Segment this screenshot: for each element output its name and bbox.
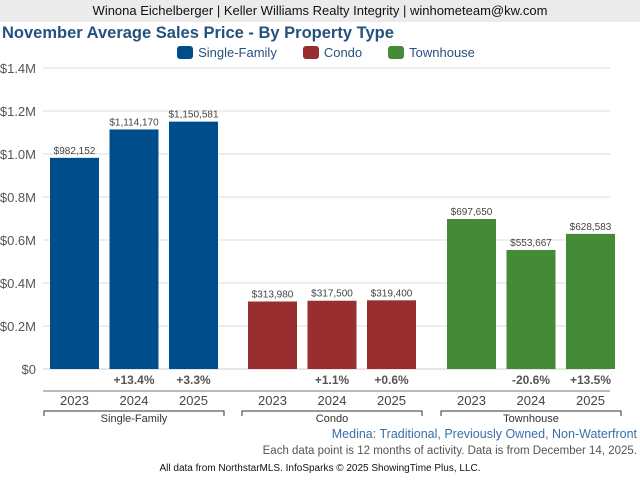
change-label: +13.4% (113, 373, 154, 387)
bar-condo-2025 (367, 300, 416, 369)
y-tick-label: $0.2M (0, 319, 36, 334)
bar-value-label: $317,500 (311, 289, 353, 300)
legend-item-single-family[interactable]: Single-Family (177, 45, 277, 60)
legend-label: Townhouse (409, 45, 475, 60)
chart-title: November Average Sales Price - By Proper… (2, 24, 394, 42)
x-tick-label: 2024 (318, 393, 347, 408)
bar-condo-2024 (307, 300, 357, 369)
group-bracket (241, 410, 423, 416)
group-label-condo: Condo (316, 413, 348, 425)
y-tick-label: $0.8M (0, 190, 36, 205)
y-tick-label: $0.4M (0, 276, 36, 291)
legend-swatch-townhouse (388, 46, 405, 59)
change-label: -20.6% (512, 373, 550, 387)
change-label: +0.6% (374, 373, 409, 387)
group-label-townhouse: Townhouse (503, 413, 559, 425)
group-bracket (43, 410, 225, 416)
x-tick-label: 2023 (258, 393, 287, 408)
group-bracket (440, 410, 622, 416)
chart-subtitle: Medina: Traditional, Previously Owned, N… (331, 427, 637, 441)
x-tick-label: 2025 (576, 393, 605, 408)
y-tick-label: $1.4M (0, 61, 36, 76)
bar-townhouse-2024 (506, 249, 556, 369)
bar-condo-2023 (248, 301, 297, 369)
chart-legend: Single-Family Condo Townhouse (0, 45, 640, 60)
bar-value-label: $982,152 (54, 146, 96, 157)
bar-value-label: $1,114,170 (109, 117, 159, 128)
bar-value-label: $1,150,581 (168, 110, 218, 121)
x-tick-label: 2024 (517, 393, 546, 408)
agent-header: Winona Eichelberger | Keller Williams Re… (0, 0, 640, 22)
x-tick-label: 2025 (377, 393, 406, 408)
y-tick-label: $1.0M (0, 147, 36, 162)
change-label: +1.1% (315, 373, 350, 387)
bar-value-label: $553,667 (510, 238, 552, 249)
data-source: All data from NorthstarMLS. InfoSparks ©… (159, 463, 481, 474)
bar-townhouse-2023 (447, 219, 496, 369)
legend-label: Single-Family (198, 45, 277, 60)
x-tick-label: 2023 (60, 393, 89, 408)
legend-label: Condo (323, 45, 363, 60)
y-tick-label: $0 (22, 362, 36, 377)
bar-value-label: $697,650 (451, 207, 493, 218)
bar-townhouse-2025 (566, 233, 615, 369)
change-label: +13.5% (570, 373, 611, 387)
y-tick-label: $0.6M (0, 233, 36, 248)
bar-single-family-2024 (109, 129, 159, 369)
data-note: Each data point is 12 months of activity… (262, 445, 637, 457)
bar-value-label: $319,400 (371, 288, 413, 299)
x-tick-label: 2025 (179, 393, 208, 408)
x-tick-label: 2024 (120, 393, 149, 408)
y-tick-label: $1.2M (0, 104, 36, 119)
chart-plot: $0 $0.2M $0.4M $0.6M $0.8M $1.0M $1.2M $1.4M $98… (0, 61, 622, 425)
bar-single-family-2023 (50, 157, 99, 369)
change-label: +3.3% (176, 373, 211, 387)
legend-item-condo[interactable]: Condo (302, 45, 363, 60)
legend-swatch-single-family (177, 46, 194, 59)
group-label-single-family: Single-Family (101, 413, 168, 425)
bar-value-label: $628,583 (570, 222, 612, 233)
bar-value-label: $313,980 (252, 289, 294, 300)
bar-single-family-2025 (169, 121, 218, 369)
x-tick-label: 2023 (457, 393, 486, 408)
legend-item-townhouse[interactable]: Townhouse (388, 45, 475, 60)
legend-swatch-condo (302, 46, 319, 59)
